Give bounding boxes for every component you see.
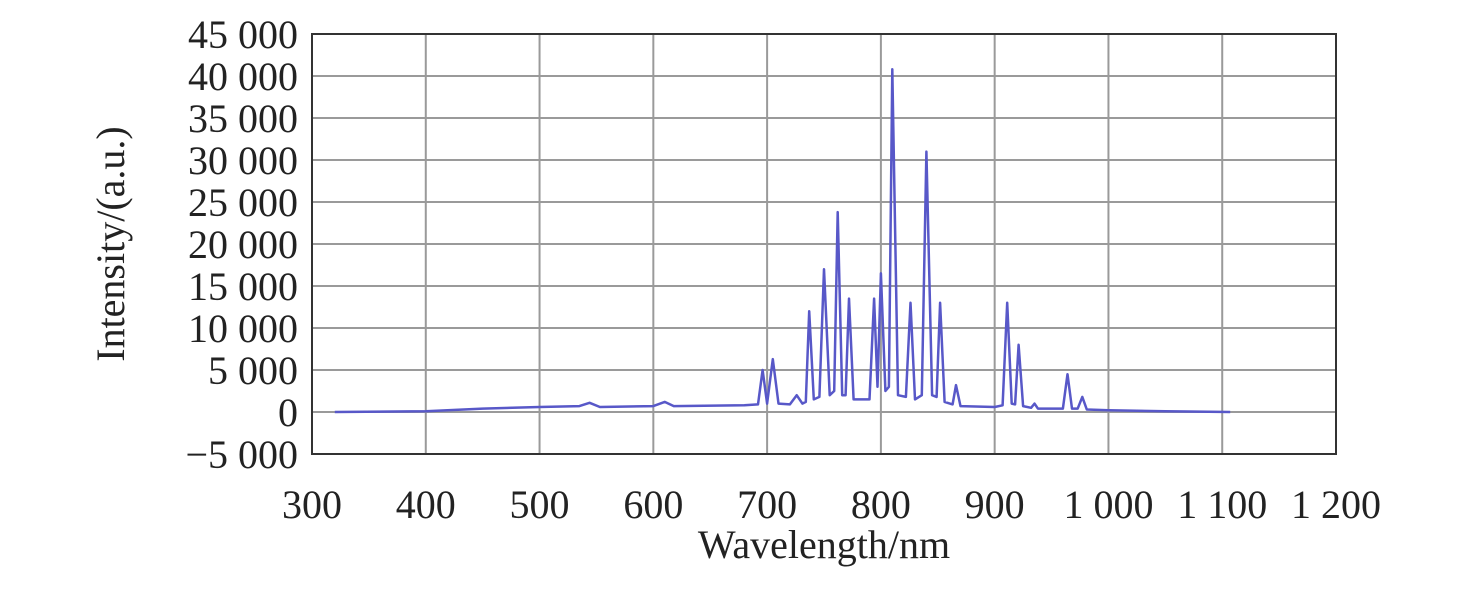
x-tick-label: 1 000 — [1063, 482, 1153, 527]
spectrum-line — [334, 68, 1231, 414]
x-tick-label: 1 100 — [1177, 482, 1267, 527]
y-tick-label: 10 000 — [188, 306, 298, 351]
x-tick-label: 900 — [965, 482, 1025, 527]
x-tick-label: 400 — [396, 482, 456, 527]
x-axis-label: Wavelength/nm — [698, 522, 950, 567]
y-tick-label: −5 000 — [185, 432, 298, 477]
x-tick-label: 1 200 — [1291, 482, 1381, 527]
x-tick-label: 300 — [282, 482, 342, 527]
y-tick-label: 25 000 — [188, 180, 298, 225]
y-tick-label: 45 000 — [188, 12, 298, 57]
y-tick-label: 20 000 — [188, 222, 298, 267]
y-tick-label: 40 000 — [188, 54, 298, 99]
y-tick-label: 35 000 — [188, 96, 298, 141]
x-tick-label: 700 — [737, 482, 797, 527]
x-tick-label: 800 — [851, 482, 911, 527]
y-tick-label: 5 000 — [208, 348, 298, 393]
y-axis-label: Intensity/(a.u.) — [88, 126, 133, 362]
y-tick-label: 30 000 — [188, 138, 298, 183]
plot-frame — [311, 33, 1337, 455]
y-tick-label: 15 000 — [188, 264, 298, 309]
x-tick-label: 500 — [510, 482, 570, 527]
x-tick-label: 600 — [623, 482, 683, 527]
y-tick-label: 0 — [278, 390, 298, 435]
